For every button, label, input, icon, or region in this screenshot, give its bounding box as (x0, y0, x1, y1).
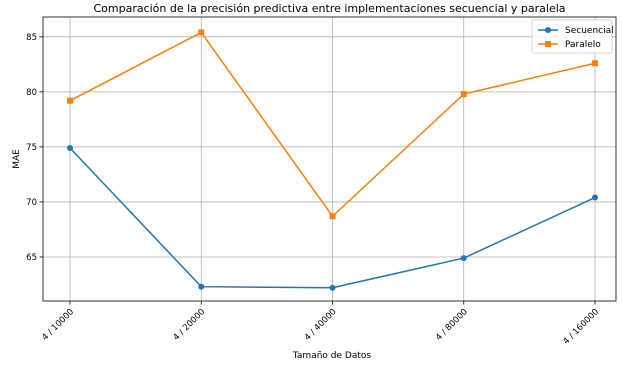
series-layer (67, 29, 598, 291)
data-point-secuencial (198, 283, 205, 290)
x-tick-label: 4 / 10000 (40, 307, 76, 343)
data-point-secuencial (460, 255, 467, 262)
x-tick-label: 4 / 40000 (303, 307, 339, 343)
legend-marker-paralelo (545, 41, 551, 47)
y-tick-label: 80 (26, 88, 37, 98)
x-tick-label: 4 / 80000 (434, 307, 470, 343)
data-point-paralelo (592, 60, 598, 67)
y-tick-label: 85 (26, 33, 37, 43)
x-axis-label: Tamaño de Datos (292, 351, 371, 361)
chart-title: Comparación de la precisión predictiva e… (93, 2, 565, 15)
data-point-secuencial (67, 144, 73, 151)
x-tick-label: 4 / 20000 (172, 307, 208, 343)
data-point-secuencial (329, 284, 336, 291)
x-tick-label: 4 / 160000 (561, 307, 601, 347)
data-point-paralelo (329, 213, 336, 220)
legend-label-paralelo: Paralelo (565, 40, 601, 50)
grid-lines (43, 17, 616, 301)
legend-label-secuencial: Secuencial (565, 26, 614, 36)
y-axis-label: MAE (12, 149, 22, 169)
data-point-paralelo (67, 97, 73, 104)
y-tick-label: 65 (26, 253, 37, 263)
legend-marker-secuencial (545, 27, 551, 33)
y-tick-label: 75 (26, 143, 37, 153)
legend: Secuencial Paralelo (531, 19, 614, 54)
data-point-paralelo (460, 91, 467, 98)
data-point-paralelo (198, 29, 205, 36)
y-tick-label: 70 (26, 198, 37, 208)
plot-frame (42, 16, 617, 302)
data-point-secuencial (592, 194, 598, 201)
